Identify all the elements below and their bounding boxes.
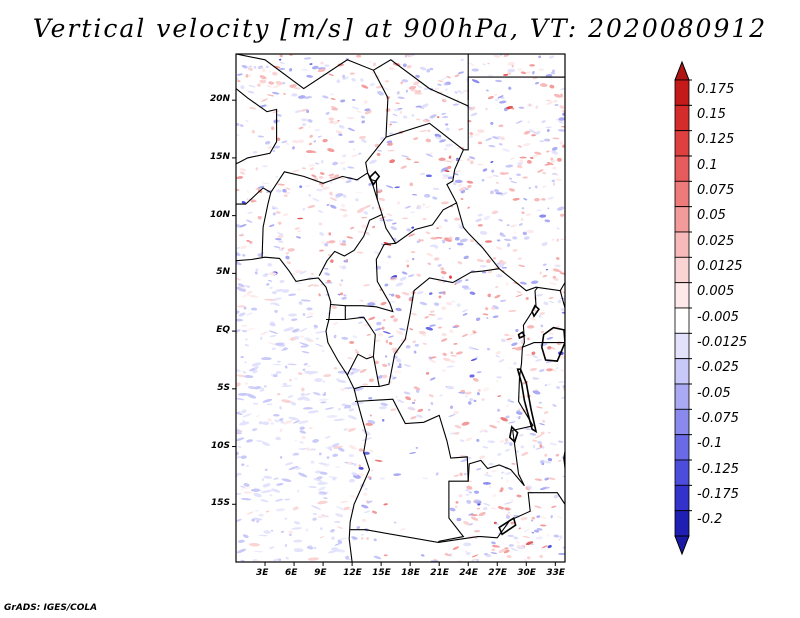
lon-tick-label: 21E <box>430 568 449 578</box>
lon-tick-label: 12E <box>343 568 362 578</box>
colorbar-level-label: 0.0125 <box>697 259 743 275</box>
colorbar-level-label: -0.05 <box>697 385 731 401</box>
colorbar-band <box>674 104 690 132</box>
colorbar-band <box>674 79 690 106</box>
colorbar-band <box>674 383 690 410</box>
lat-tick-label: 15N <box>209 151 230 162</box>
colorbar-band <box>674 231 690 258</box>
chart-title: Vertical velocity [m/s] at 900hPa, VT: 2… <box>32 14 768 43</box>
colorbar-level-label: -0.005 <box>697 309 739 325</box>
grads-credit: GrADS: IGES/COLA <box>4 603 98 613</box>
lon-tick-label: 30E <box>517 568 536 578</box>
colorbar-band <box>674 408 690 435</box>
colorbar-band <box>674 180 690 208</box>
colorbar-band <box>674 155 690 182</box>
colorbar <box>674 60 692 556</box>
colorbar-level-label: -0.125 <box>697 461 739 477</box>
colorbar-band <box>674 307 690 334</box>
colorbar-band <box>674 282 690 309</box>
map-plot-area <box>232 53 566 566</box>
lat-tick-label: EQ <box>216 325 230 336</box>
lon-tick-label: 33E <box>546 568 565 578</box>
colorbar-band <box>674 434 690 461</box>
colorbar-level-label: -0.175 <box>697 487 739 503</box>
colorbar-level-label: -0.075 <box>697 411 739 427</box>
colorbar-level-label: -0.0125 <box>697 335 748 351</box>
colorbar-level-label: 0.175 <box>697 81 735 97</box>
colorbar-band <box>674 510 690 537</box>
colorbar-band <box>674 358 690 385</box>
lat-tick-label: 10S <box>210 440 230 451</box>
colorbar-level-label: 0.005 <box>697 284 735 300</box>
country-borders <box>236 54 565 562</box>
velocity-field <box>236 54 565 562</box>
lat-tick-label: 5S <box>217 382 230 393</box>
colorbar-level-label: 0.15 <box>697 107 726 123</box>
colorbar-band <box>674 484 690 511</box>
lon-tick-label: 18E <box>401 568 420 578</box>
colorbar-band <box>674 256 690 283</box>
colorbar-bottom-arrow <box>674 535 690 556</box>
colorbar-top-arrow <box>674 60 690 81</box>
colorbar-band <box>674 459 690 486</box>
lon-tick-label: 6E <box>285 568 298 578</box>
colorbar-level-label: -0.025 <box>697 360 739 376</box>
colorbar-level-label: 0.075 <box>697 183 735 199</box>
lon-tick-label: 15E <box>372 568 391 578</box>
colorbar-level-label: 0.025 <box>697 233 735 249</box>
colorbar-level-label: -0.1 <box>697 436 723 452</box>
lat-tick-label: 15S <box>210 498 230 509</box>
colorbar-band <box>674 332 690 359</box>
lat-tick-label: 5N <box>216 267 230 278</box>
plot-frame <box>235 53 566 563</box>
colorbar-level-label: 0.1 <box>697 157 718 173</box>
lon-tick-label: 24E <box>459 568 478 578</box>
lon-tick-label: 27E <box>488 568 507 578</box>
colorbar-level-label: 0.125 <box>697 132 735 148</box>
colorbar-level-label: -0.2 <box>697 512 723 528</box>
lat-tick-label: 10N <box>209 209 230 220</box>
colorbar-band <box>674 206 690 233</box>
colorbar-band <box>674 130 690 157</box>
lon-tick-label: 9E <box>314 568 327 578</box>
colorbar-level-label: 0.05 <box>697 208 726 224</box>
lat-tick-label: 20N <box>209 94 230 105</box>
lon-tick-label: 3E <box>256 568 269 578</box>
